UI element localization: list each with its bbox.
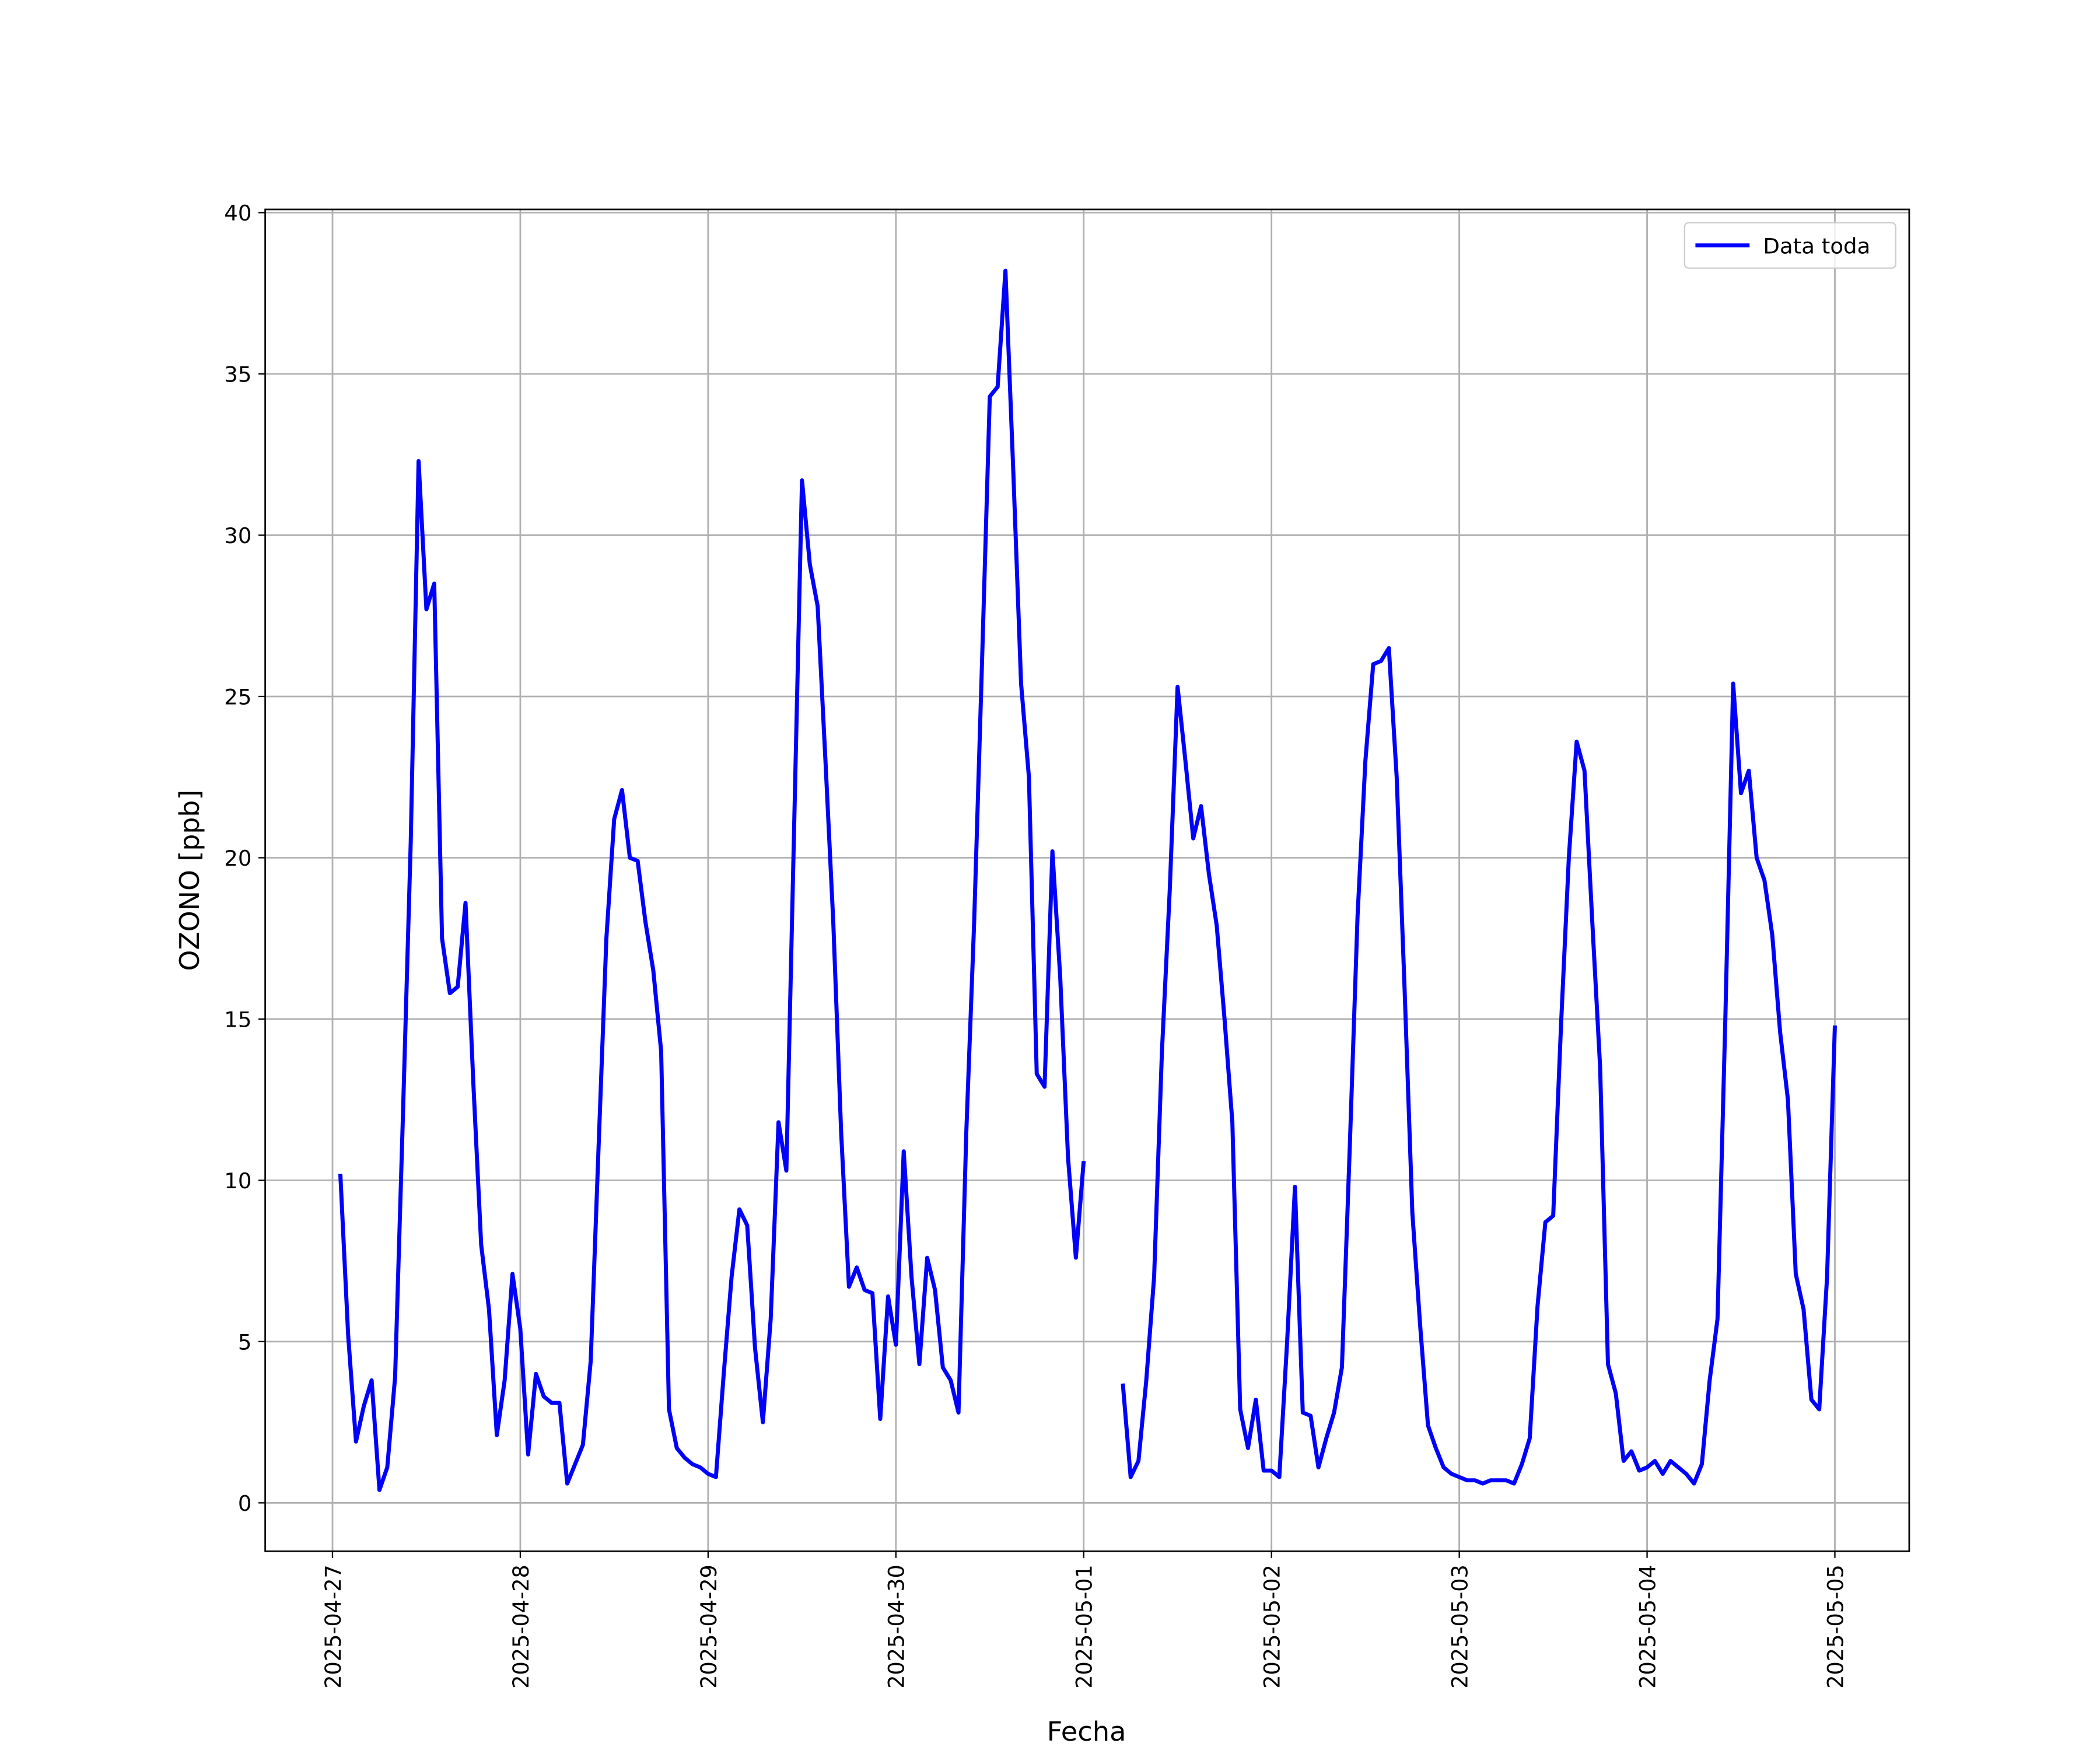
- x-tick-label: 2025-05-05: [1823, 1564, 1848, 1689]
- x-axis-label: Fecha: [1047, 1716, 1126, 1747]
- axes-frame: [264, 208, 1910, 1552]
- y-tick-label: 40: [224, 201, 251, 226]
- x-tick-label: 2025-04-28: [509, 1564, 534, 1689]
- x-tick-label: 2025-05-01: [1072, 1564, 1097, 1689]
- legend-box: [1684, 222, 1896, 269]
- x-tick-label: 2025-04-29: [696, 1564, 722, 1689]
- y-tick-label: 10: [224, 1168, 251, 1194]
- y-axis-label: OZONO [ppb]: [174, 790, 205, 971]
- legend: Data toda: [1684, 222, 1896, 269]
- y-tick-label: 25: [224, 685, 251, 710]
- x-tick-label: 2025-04-30: [884, 1564, 909, 1689]
- y-tick-label: 0: [238, 1491, 252, 1516]
- y-tick-label: 20: [224, 846, 251, 871]
- x-tick-label: 2025-04-27: [321, 1564, 346, 1689]
- x-tick-label: 2025-05-02: [1259, 1564, 1284, 1689]
- y-tick-label: 30: [224, 523, 251, 548]
- x-tick-label: 2025-05-03: [1447, 1564, 1472, 1689]
- ticks: 0 5 10 15 20 25 30 35 40 2025-04-27 2025-04-28 2025…: [224, 201, 1848, 1688]
- legend-label: Data toda: [1763, 234, 1870, 259]
- y-tick-label: 5: [238, 1330, 252, 1355]
- plot-area: [338, 268, 1837, 1492]
- y-tick-label: 15: [224, 1007, 251, 1032]
- x-tick-label: 2025-05-04: [1635, 1564, 1660, 1689]
- y-tick-label: 35: [224, 362, 251, 387]
- data-line: [338, 268, 1837, 1492]
